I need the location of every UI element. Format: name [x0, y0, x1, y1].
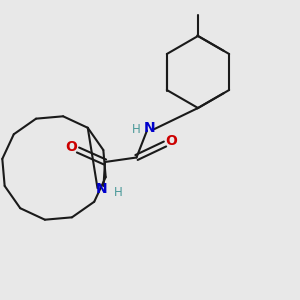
Text: H: H: [114, 185, 123, 199]
Text: N: N: [96, 182, 108, 196]
Text: N: N: [144, 121, 156, 135]
Text: O: O: [166, 134, 178, 148]
Text: O: O: [65, 140, 77, 154]
Text: H: H: [132, 122, 141, 136]
